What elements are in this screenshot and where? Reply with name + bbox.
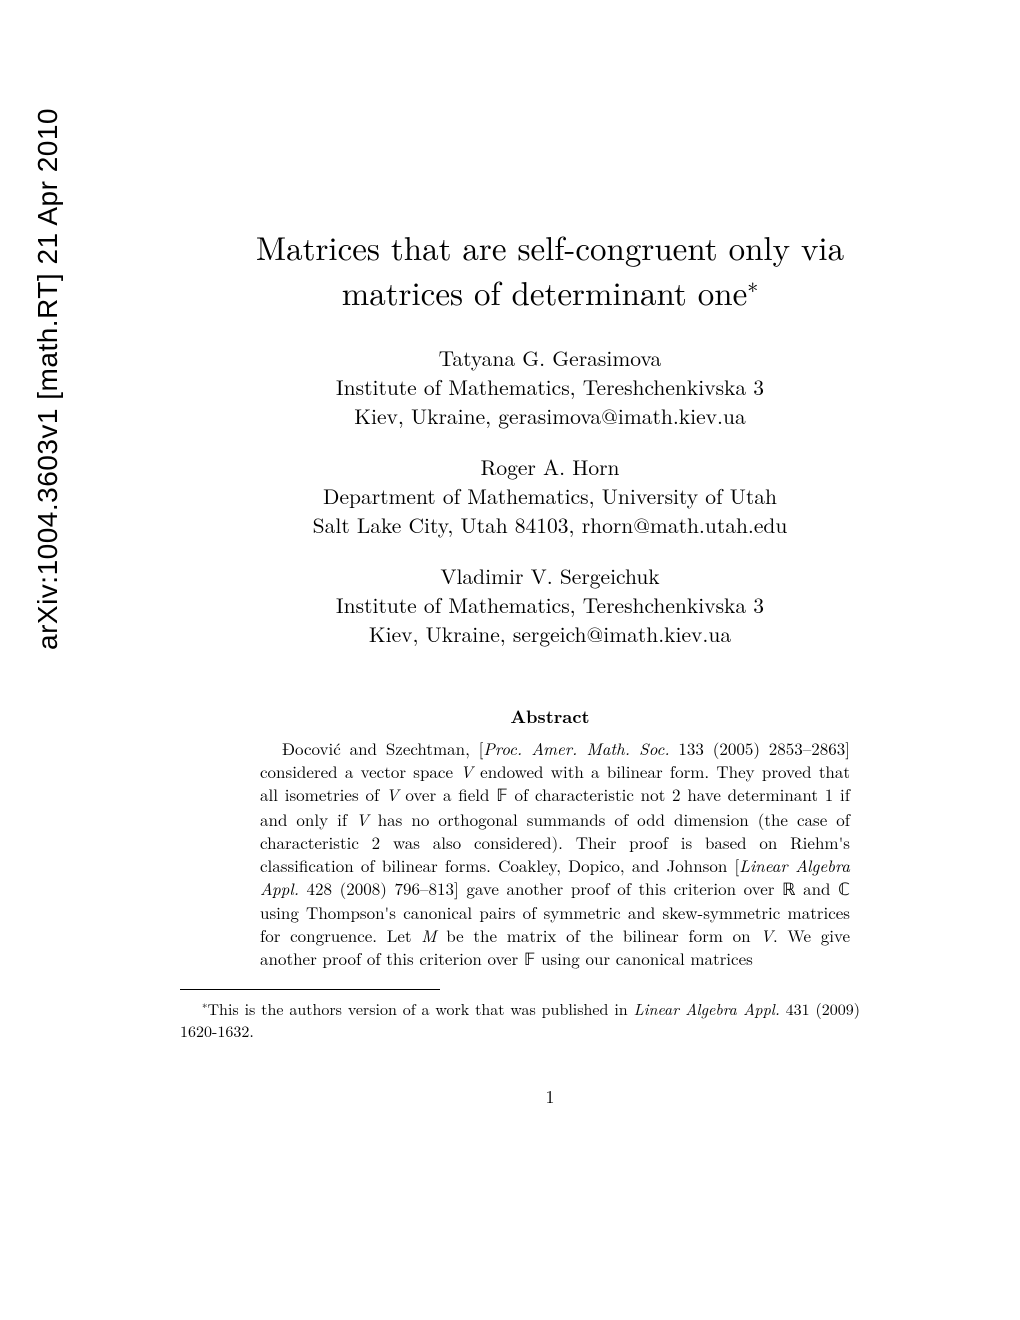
author-block-0: Tatyana G. Gerasimova Institute of Mathe… — [180, 344, 920, 431]
title-footnote-marker: ∗ — [747, 269, 758, 300]
abstract-body: Đocović and Szechtman, [Proc. Amer. Math… — [260, 737, 850, 971]
author-name: Roger A. Horn — [481, 452, 620, 482]
arxiv-stamp: arXiv:1004.3603v1 [math.RT] 21 Apr 2010 — [32, 108, 64, 650]
page-content: Matrices that are self-congruent only vi… — [180, 0, 920, 1109]
author-affil-1: Department of Mathematics, University of… — [323, 481, 777, 511]
abstract-heading: Abstract — [180, 704, 920, 729]
footnote-text: This is the authors version of a work th… — [180, 997, 860, 1042]
author-name: Tatyana G. Gerasimova — [439, 343, 662, 373]
footnote: ∗This is the authors version of a work t… — [180, 998, 860, 1041]
paper-title: Matrices that are self-congruent only vi… — [180, 225, 920, 314]
author-affil-2: Kiev, Ukraine, gerasimova@imath.kiev.ua — [354, 401, 745, 431]
author-affil-1: Institute of Mathematics, Tereshchenkivs… — [336, 372, 764, 402]
author-affil-1: Institute of Mathematics, Tereshchenkivs… — [336, 590, 764, 620]
author-block-2: Vladimir V. Sergeichuk Institute of Math… — [180, 562, 920, 649]
author-name: Vladimir V. Sergeichuk — [440, 561, 659, 591]
footnote-rule — [180, 989, 440, 990]
title-line1: Matrices that are self-congruent only vi… — [256, 223, 844, 270]
author-block-1: Roger A. Horn Department of Mathematics,… — [180, 453, 920, 540]
author-affil-2: Kiev, Ukraine, sergeich@imath.kiev.ua — [369, 619, 731, 649]
author-affil-2: Salt Lake City, Utah 84103, rhorn@math.u… — [313, 510, 788, 540]
page-number: 1 — [180, 1084, 920, 1109]
title-line2: matrices of determinant one — [342, 268, 748, 315]
